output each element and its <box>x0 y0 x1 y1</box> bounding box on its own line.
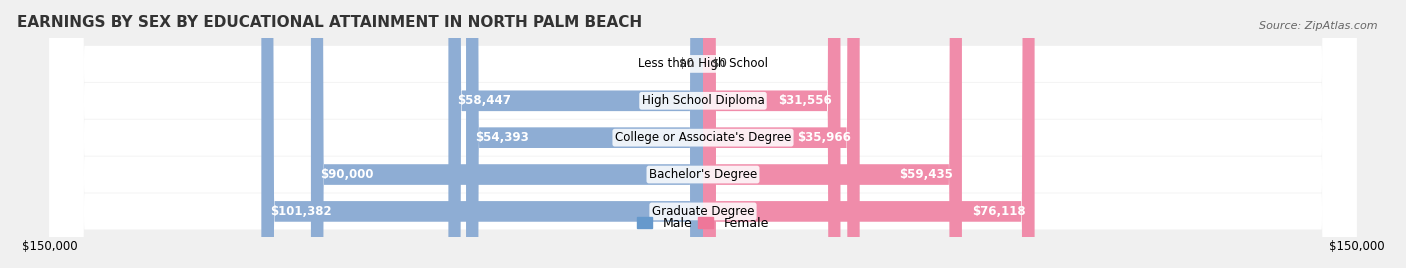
FancyBboxPatch shape <box>449 0 703 268</box>
Legend: Male, Female: Male, Female <box>633 212 773 235</box>
Text: $101,382: $101,382 <box>270 205 332 218</box>
Text: $35,966: $35,966 <box>797 131 851 144</box>
FancyBboxPatch shape <box>49 0 1357 268</box>
FancyBboxPatch shape <box>49 0 1357 268</box>
FancyBboxPatch shape <box>703 0 859 268</box>
Text: $59,435: $59,435 <box>900 168 953 181</box>
Text: High School Diploma: High School Diploma <box>641 94 765 107</box>
Text: $0: $0 <box>679 57 695 70</box>
Text: $54,393: $54,393 <box>475 131 529 144</box>
Text: College or Associate's Degree: College or Associate's Degree <box>614 131 792 144</box>
Text: $58,447: $58,447 <box>457 94 510 107</box>
Text: Less than High School: Less than High School <box>638 57 768 70</box>
FancyBboxPatch shape <box>49 0 1357 268</box>
Text: Source: ZipAtlas.com: Source: ZipAtlas.com <box>1260 21 1378 31</box>
FancyBboxPatch shape <box>262 0 703 268</box>
Text: Graduate Degree: Graduate Degree <box>652 205 754 218</box>
Text: Bachelor's Degree: Bachelor's Degree <box>650 168 756 181</box>
FancyBboxPatch shape <box>703 0 1035 268</box>
Text: $31,556: $31,556 <box>778 94 832 107</box>
FancyBboxPatch shape <box>49 0 1357 268</box>
Text: $0: $0 <box>711 57 727 70</box>
Text: $90,000: $90,000 <box>319 168 373 181</box>
FancyBboxPatch shape <box>311 0 703 268</box>
FancyBboxPatch shape <box>703 0 962 268</box>
Text: EARNINGS BY SEX BY EDUCATIONAL ATTAINMENT IN NORTH PALM BEACH: EARNINGS BY SEX BY EDUCATIONAL ATTAINMEN… <box>17 15 643 30</box>
FancyBboxPatch shape <box>465 0 703 268</box>
FancyBboxPatch shape <box>49 0 1357 268</box>
Text: $76,118: $76,118 <box>973 205 1026 218</box>
FancyBboxPatch shape <box>703 0 841 268</box>
